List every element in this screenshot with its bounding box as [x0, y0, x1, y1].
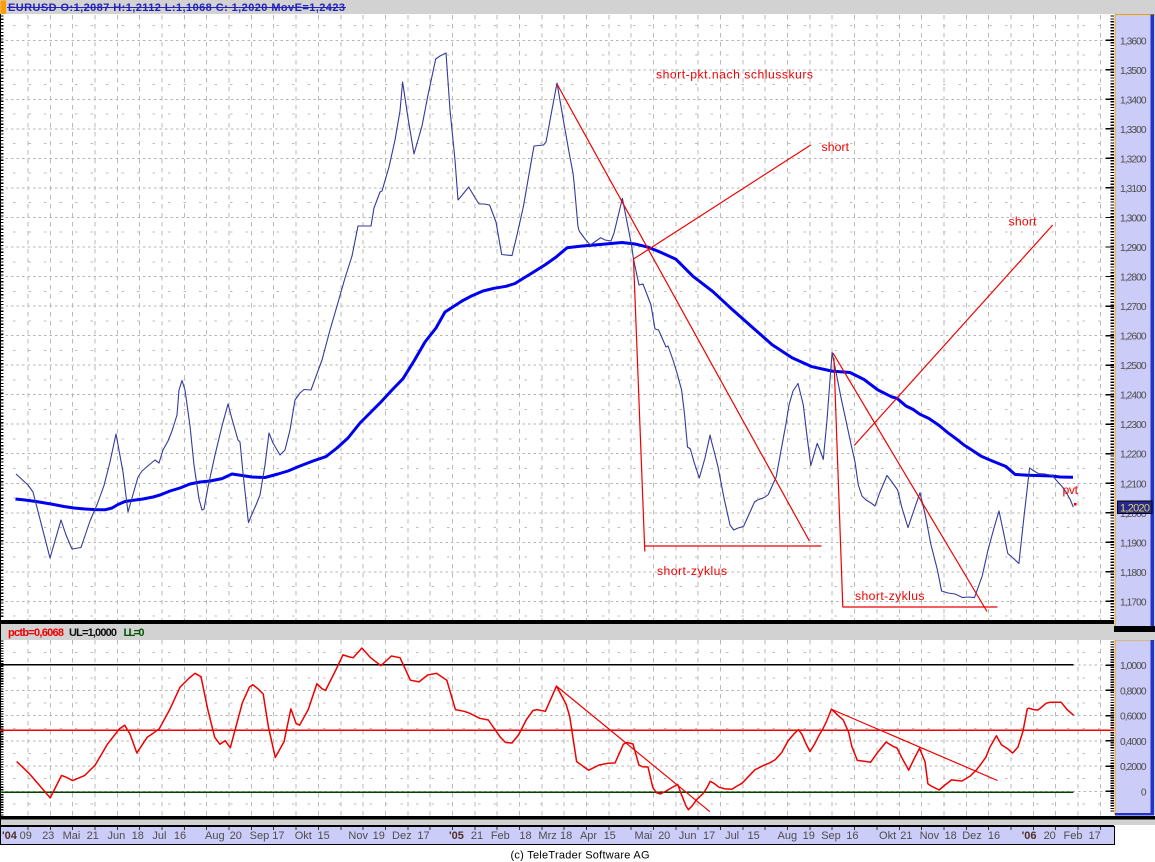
svg-text:1,1700: 1,1700 — [1120, 597, 1147, 608]
svg-text:pvt: pvt — [1063, 483, 1079, 497]
svg-text:17: 17 — [703, 830, 715, 842]
svg-text:0,6000: 0,6000 — [1120, 712, 1147, 723]
svg-text:18: 18 — [560, 830, 572, 842]
svg-text:09: 09 — [20, 830, 32, 842]
svg-text:20: 20 — [1044, 830, 1056, 842]
svg-text:0,4000: 0,4000 — [1120, 737, 1147, 748]
svg-text:1,3500: 1,3500 — [1120, 66, 1147, 77]
svg-text:Jun: Jun — [679, 830, 697, 842]
svg-text:17: 17 — [417, 830, 429, 842]
svg-text:19: 19 — [803, 830, 815, 842]
svg-text:19: 19 — [373, 830, 385, 842]
svg-text:Dez: Dez — [962, 830, 982, 842]
svg-text:Okt: Okt — [879, 830, 896, 842]
svg-text:1,2020: 1,2020 — [1120, 502, 1150, 514]
svg-text:Dez: Dez — [392, 830, 412, 842]
svg-text:1,0000: 1,0000 — [1120, 661, 1147, 672]
svg-text:Nov: Nov — [920, 830, 940, 842]
svg-text:pctb=0,6068: pctb=0,6068 — [8, 627, 64, 639]
svg-text:1,3100: 1,3100 — [1120, 184, 1147, 195]
svg-text:Jun: Jun — [108, 830, 126, 842]
svg-text:1,2800: 1,2800 — [1120, 273, 1147, 284]
svg-text:1,2000: 1,2000 — [1120, 509, 1147, 520]
svg-text:short-pkt.nach schlusskurs: short-pkt.nach schlusskurs — [656, 68, 813, 82]
svg-text:short-zyklus: short-zyklus — [657, 564, 727, 578]
svg-text:Feb: Feb — [491, 830, 510, 842]
svg-text:Mai: Mai — [63, 830, 81, 842]
svg-text:18: 18 — [944, 830, 956, 842]
svg-text:short: short — [822, 140, 850, 154]
svg-text:1,2300: 1,2300 — [1120, 420, 1147, 431]
svg-text:'06: '06 — [1022, 830, 1037, 842]
svg-text:15: 15 — [747, 830, 759, 842]
svg-text:1,2500: 1,2500 — [1120, 361, 1147, 372]
svg-text:15: 15 — [604, 830, 616, 842]
svg-text:20: 20 — [658, 830, 670, 842]
svg-text:15: 15 — [317, 830, 329, 842]
svg-text:Aug: Aug — [778, 830, 798, 842]
svg-text:16: 16 — [174, 830, 186, 842]
svg-text:short-zyklus: short-zyklus — [855, 589, 925, 603]
svg-text:(c) TeleTrader Software AG: (c) TeleTrader Software AG — [511, 850, 650, 862]
svg-text:1,2100: 1,2100 — [1120, 479, 1147, 490]
svg-text:21: 21 — [87, 830, 99, 842]
svg-text:1,2700: 1,2700 — [1120, 302, 1147, 313]
svg-text:18: 18 — [132, 830, 144, 842]
svg-text:0: 0 — [1141, 787, 1147, 798]
svg-text:0,8000: 0,8000 — [1120, 686, 1147, 697]
svg-text:1,2900: 1,2900 — [1120, 243, 1147, 254]
svg-text:Sep: Sep — [250, 830, 270, 842]
svg-text:1,2200: 1,2200 — [1120, 450, 1147, 461]
svg-text:1,2400: 1,2400 — [1120, 391, 1147, 402]
svg-text:'04: '04 — [2, 830, 18, 842]
svg-text:1,3000: 1,3000 — [1120, 214, 1147, 225]
svg-text:16: 16 — [846, 830, 858, 842]
svg-text:17: 17 — [1088, 830, 1100, 842]
svg-text:1,1800: 1,1800 — [1120, 568, 1147, 579]
svg-text:Jul: Jul — [725, 830, 739, 842]
svg-text:Jul: Jul — [152, 830, 166, 842]
svg-text:21: 21 — [900, 830, 912, 842]
svg-text:1,3300: 1,3300 — [1120, 125, 1147, 136]
svg-text:Aug: Aug — [205, 830, 225, 842]
svg-text:1,3400: 1,3400 — [1120, 95, 1147, 106]
svg-text:1,3200: 1,3200 — [1120, 154, 1147, 165]
svg-text:Okt: Okt — [295, 830, 312, 842]
svg-text:Nov: Nov — [348, 830, 368, 842]
svg-text:0,2000: 0,2000 — [1120, 762, 1147, 773]
svg-text:Mrz: Mrz — [538, 830, 556, 842]
svg-text:16: 16 — [988, 830, 1000, 842]
svg-text:short: short — [1009, 215, 1038, 229]
svg-text:LL=0: LL=0 — [124, 627, 145, 639]
svg-text:20: 20 — [230, 830, 242, 842]
svg-text:18: 18 — [519, 830, 531, 842]
svg-text:1,1900: 1,1900 — [1120, 538, 1147, 549]
svg-text:Mai: Mai — [635, 830, 653, 842]
svg-text:1,3600: 1,3600 — [1120, 36, 1147, 47]
svg-text:17: 17 — [272, 830, 284, 842]
svg-text:Sep: Sep — [821, 830, 841, 842]
svg-text:Apr: Apr — [580, 830, 597, 842]
svg-text:UL=1,0000: UL=1,0000 — [69, 627, 117, 639]
svg-text:'05: '05 — [449, 830, 464, 842]
svg-text:Feb: Feb — [1064, 830, 1083, 842]
svg-text:1,2600: 1,2600 — [1120, 332, 1147, 343]
svg-text:21: 21 — [471, 830, 483, 842]
svg-text:23: 23 — [42, 830, 54, 842]
